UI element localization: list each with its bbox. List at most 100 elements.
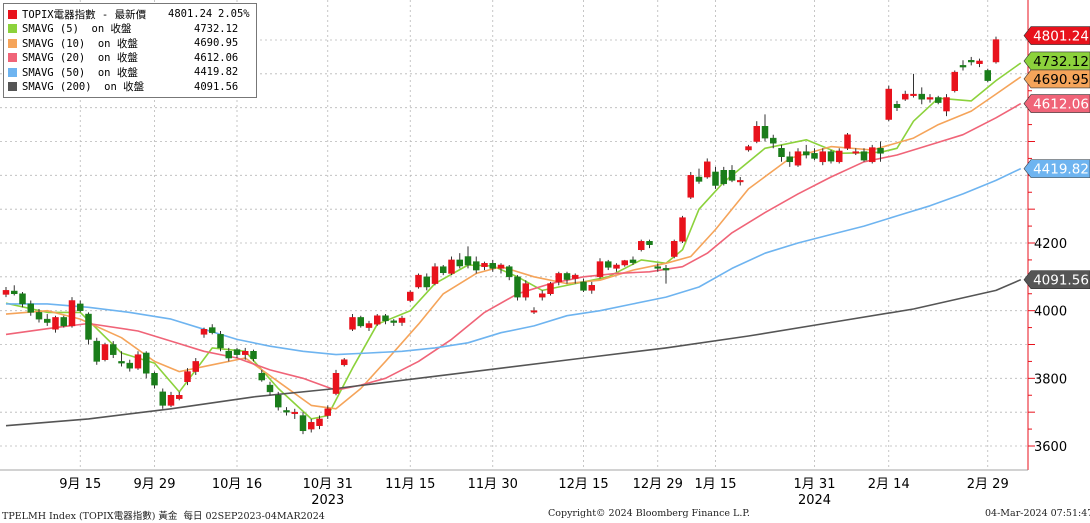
candle-body [374, 315, 381, 325]
x-tick-label: 10月 16 [212, 477, 262, 492]
legend-value: 4801.24 [168, 8, 213, 21]
candle-body [902, 93, 909, 100]
last-value-text: 4690.95 [1033, 72, 1089, 88]
x-tick-label: 2月 29 [967, 477, 1009, 492]
candle-body [308, 422, 315, 430]
legend-value: 4732.12 [194, 22, 239, 35]
x-tick-label: 2月 14 [868, 477, 910, 492]
candle-body [250, 351, 257, 359]
x-tick-label: 10月 31 [303, 477, 353, 492]
candle-body [134, 354, 142, 369]
candle-body [926, 97, 934, 100]
last-value-text: 4801.24 [1033, 29, 1089, 45]
legend-item-sma50: SMAVG (50) on 收盤 4419.82 [8, 65, 252, 80]
candle-body [976, 60, 983, 64]
moving-average-lines [5, 62, 1022, 427]
candle-body [143, 352, 150, 374]
candle-body [827, 151, 835, 162]
candle-body [918, 93, 925, 100]
y-tick-label: 4200 [1034, 237, 1067, 252]
candle-body [266, 384, 274, 393]
candle-body [473, 261, 480, 271]
last-value-tag [1023, 159, 1090, 178]
candle-body [200, 329, 208, 335]
candle-body [497, 264, 505, 269]
candle-body [803, 151, 810, 156]
legend-swatch [8, 9, 17, 19]
y-tick-label: 3800 [1034, 372, 1067, 387]
candle-body [349, 317, 356, 330]
candle-body [819, 151, 826, 163]
candle-body [242, 351, 249, 355]
candle-body [316, 418, 323, 426]
last-value-text: 4419.82 [1033, 162, 1089, 178]
candle-body [365, 323, 373, 328]
candle-body [101, 344, 109, 360]
candle-body [613, 264, 620, 269]
last-value-tag [1023, 94, 1090, 113]
candle-body [720, 170, 727, 185]
legend: TOPIX電器指數 - 最新價 4801.24 2.05% SMAVG (5) … [3, 3, 257, 98]
moving-average-line [5, 62, 1022, 420]
candle-body [489, 263, 496, 269]
candle-body [27, 303, 34, 313]
last-value-tag [1023, 69, 1090, 89]
axes: 3600 3800 4000 4200 9月 15 9月 29 10月 16 10月 31 11… [0, 0, 1067, 508]
candle-body [464, 256, 472, 266]
last-value-label: 4732.12 [1023, 51, 1090, 71]
candle-body [398, 317, 406, 323]
candle-body [423, 276, 430, 288]
legend-label: SMAVG (5) on 收盤 [22, 23, 132, 36]
legend-item-sma20: SMAVG (20) on 收盤 4612.06 [8, 51, 252, 66]
candle-body [654, 266, 661, 269]
candle-body [341, 359, 348, 366]
legend-swatch [8, 82, 17, 92]
x-tick-label: 11月 15 [385, 477, 435, 492]
candle-body [126, 362, 133, 369]
candle-body [695, 176, 703, 182]
candle-body [151, 373, 158, 386]
moving-average-line [5, 102, 1022, 391]
last-value-label: 4419.82 [1023, 159, 1090, 178]
x-tick-label: 12月 29 [633, 477, 683, 492]
candle-body [712, 171, 719, 186]
candle-body [217, 334, 224, 349]
candle-body [52, 317, 59, 330]
candle-body [943, 97, 950, 112]
candle-body [555, 273, 562, 283]
candle-body [951, 71, 958, 92]
candle-body [572, 274, 579, 279]
last-value-tag [1023, 26, 1090, 45]
legend-value: 4091.56 [194, 80, 239, 93]
candlesticks [2, 36, 1000, 435]
candle-body [407, 291, 414, 301]
candle-body [110, 344, 117, 355]
grid [0, 0, 1028, 470]
candle-body [968, 60, 975, 63]
candle-body [176, 395, 183, 399]
legend-item-sma5: SMAVG (5) on 收盤 4732.12 [8, 22, 252, 37]
footer-source: TPELMH Index (TOPIX電器指數) 黃金 每日 02SEP2023… [2, 511, 325, 522]
last-value-label: 4091.56 [1023, 270, 1090, 289]
candle-body [563, 273, 571, 280]
legend-item-price: TOPIX電器指數 - 最新價 4801.24 2.05% [8, 7, 252, 22]
candle-body [68, 300, 76, 327]
candle-body [275, 395, 282, 408]
candle-body [60, 317, 67, 327]
candle-body [893, 104, 901, 108]
y-tick-label: 3600 [1034, 440, 1067, 455]
last-value-label: 4690.95 [1023, 69, 1090, 89]
candle-body [167, 395, 175, 406]
candle-body [44, 318, 51, 323]
candle-body [646, 241, 653, 245]
legend-swatch [8, 24, 17, 34]
candle-body [596, 261, 604, 278]
last-value-label: 4801.24 [1023, 26, 1090, 45]
candle-body [415, 274, 422, 288]
last-value-text: 4091.56 [1033, 273, 1089, 289]
legend-change: 2.05% [218, 8, 250, 21]
candle-body [662, 268, 670, 271]
candle-body [869, 147, 876, 163]
legend-swatch [8, 67, 17, 77]
